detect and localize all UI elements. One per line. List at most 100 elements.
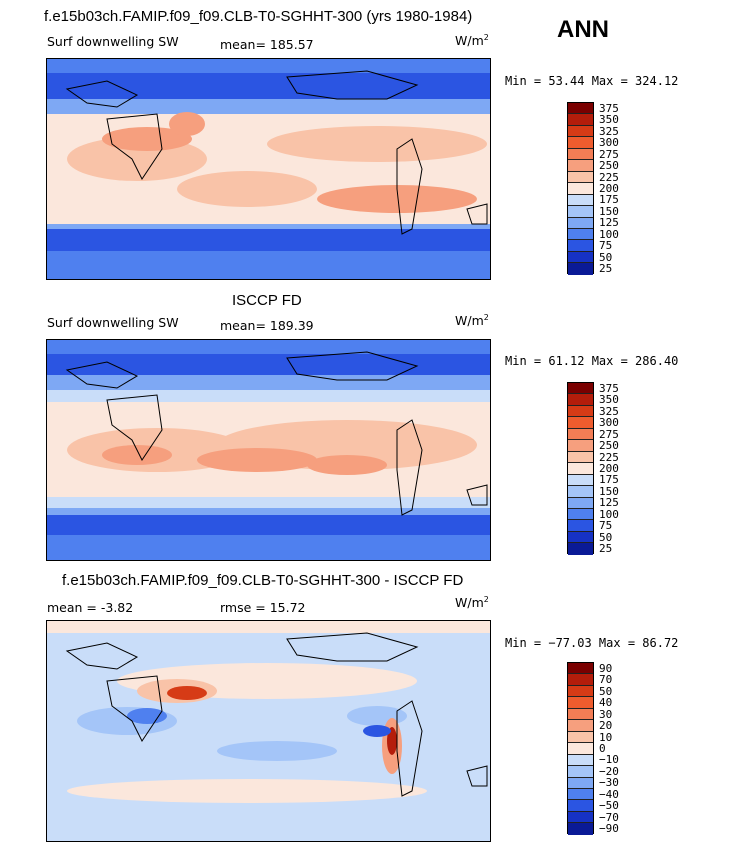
colorbar-tick-label: 50 [599,684,613,698]
colorbar-tick-label: −90 [599,822,619,836]
colorbar-tick-label: 10 [599,730,613,744]
panel2-units-label: W/m2 [455,313,489,329]
panel3-mean-label: mean = -3.82 [47,600,134,615]
panel3-units-label: W/m2 [455,595,489,611]
panel1-map-svg [47,59,490,279]
colorbar-segment [568,708,593,721]
colorbar-segment [568,497,593,509]
colorbar-tick-label: 40 [599,696,613,710]
colorbar-tick-label: 225 [599,170,619,184]
colorbar-segment [568,417,593,429]
colorbar-tick-label: 50 [599,530,613,544]
colorbar-segment [568,788,593,801]
colorbar-segment [568,731,593,744]
colorbar-segment [568,508,593,521]
colorbar-segment [568,394,593,406]
colorbar-tick-label: 300 [599,416,619,430]
panel1-minmax: Min = 53.44 Max = 324.12 [505,74,679,88]
colorbar-tick-label: 175 [599,193,619,207]
colorbar-tick-label: −30 [599,776,619,790]
colorbar-segment [568,383,593,395]
colorbar-segment [568,263,593,275]
colorbar-segment [568,520,593,532]
colorbar-tick-label: 325 [599,124,619,138]
colorbar-segment [568,114,593,126]
colorbar-segment [568,125,593,138]
colorbar-segment [568,171,593,184]
panel1-map [46,58,491,280]
colorbar-segment [568,137,593,149]
colorbar-tick-label: 25 [599,542,613,556]
colorbar-tick-label: −20 [599,764,619,778]
panel2-map-svg [47,340,490,560]
colorbar-tick-label: 50 [599,250,613,264]
panel1-colorbar: 375 350 325 300 275 250 225 200 175 150 125 100 75 50… [567,102,619,275]
colorbar-tick-label: 375 [599,101,619,115]
colorbar-segment [568,754,593,767]
colorbar-tick-label: −70 [599,810,619,824]
panel2-colorbar-box [567,382,594,555]
colorbar-tick-label: 350 [599,393,619,407]
colorbar-tick-label: 325 [599,404,619,418]
colorbar-tick-label: 275 [599,427,619,441]
colorbar-segment [568,440,593,452]
colorbar-tick-label: 175 [599,473,619,487]
panel3-rmse-label: rmse = 15.72 [220,600,306,615]
colorbar-tick-label: 100 [599,507,619,521]
colorbar-tick-label: −50 [599,799,619,813]
colorbar-segment [568,697,593,709]
colorbar-segment [568,183,593,195]
colorbar-tick-label: 100 [599,227,619,241]
colorbar-segment [568,663,593,675]
panel1-title: f.e15b03ch.FAMIP.f09_f09.CLB-T0-SGHHT-30… [44,8,473,25]
panel2-map [46,339,491,561]
colorbar-segment [568,823,593,835]
colorbar-segment [568,405,593,418]
season-label: ANN [557,16,609,43]
panel2-colorbar: 375 350 325 300 275 250 225 200 175 150 125 100 75 50… [567,382,619,555]
colorbar-segment [568,103,593,115]
colorbar-tick-label: 25 [599,262,613,276]
colorbar-tick-label: 30 [599,707,613,721]
colorbar-segment [568,685,593,698]
colorbar-segment [568,206,593,218]
panel1-units-label: W/m2 [455,33,489,49]
colorbar-tick-label: 275 [599,147,619,161]
panel2-minmax: Min = 61.12 Max = 286.40 [505,354,679,368]
panel3-minmax: Min = −77.03 Max = 86.72 [505,636,679,650]
colorbar-tick-label: 70 [599,673,613,687]
colorbar-tick-label: 200 [599,182,619,195]
colorbar-segment [568,463,593,475]
colorbar-segment [568,194,593,207]
panel1-mean-label: mean= 185.57 [220,37,314,52]
colorbar-tick-label: 75 [599,519,613,533]
colorbar-tick-label: 150 [599,484,619,498]
colorbar-segment [568,766,593,778]
colorbar-segment [568,777,593,789]
colorbar-segment [568,743,593,755]
colorbar-tick-label: 300 [599,136,619,150]
colorbar-segment [568,451,593,464]
colorbar-tick-label: −40 [599,787,619,801]
colorbar-tick-label: 375 [599,381,619,395]
colorbar-segment [568,251,593,264]
colorbar-tick-label: −10 [599,753,619,767]
colorbar-tick-label: 90 [599,661,613,675]
panel3-colorbar-box [567,662,594,835]
colorbar-tick-label: 225 [599,450,619,464]
colorbar-segment [568,674,593,686]
panel3-title: f.e15b03ch.FAMIP.f09_f09.CLB-T0-SGHHT-30… [62,572,464,589]
colorbar-tick-label: 125 [599,216,619,230]
colorbar-tick-label: 250 [599,159,619,173]
colorbar-segment [568,217,593,229]
panel2-mean-label: mean= 189.39 [220,318,314,333]
colorbar-segment [568,428,593,441]
colorbar-tick-label: 200 [599,462,619,475]
colorbar-segment [568,148,593,161]
colorbar-segment [568,486,593,498]
colorbar-segment [568,240,593,252]
panel1-variable-label: Surf downwelling SW [47,34,179,49]
colorbar-tick-label: 20 [599,719,613,733]
colorbar-segment [568,474,593,487]
colorbar-tick-label: 75 [599,239,613,253]
